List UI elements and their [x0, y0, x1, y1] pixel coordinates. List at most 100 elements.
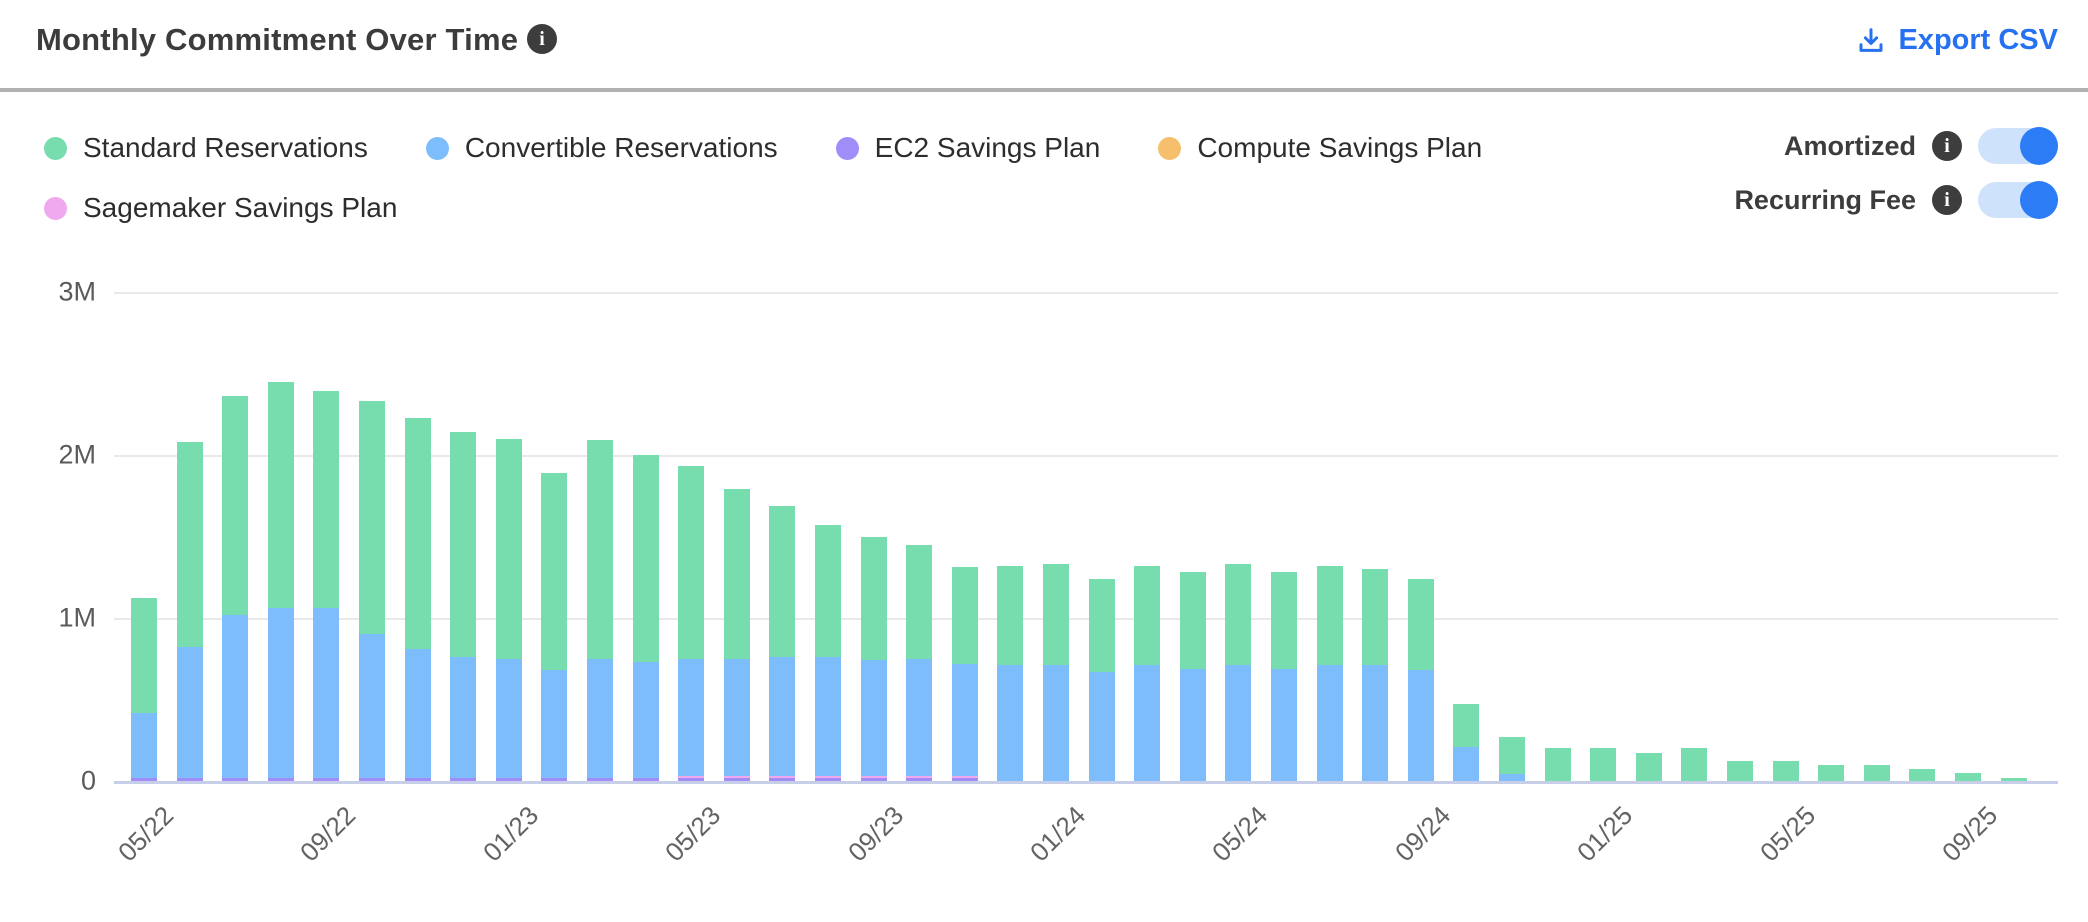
bar-segment[interactable]: [359, 401, 385, 635]
bar-segment[interactable]: [1863, 764, 1890, 781]
title-info-icon[interactable]: i: [527, 24, 557, 54]
bar-segment[interactable]: [1316, 665, 1343, 781]
bar-segment[interactable]: [769, 777, 796, 781]
bar-segment[interactable]: [906, 777, 933, 781]
bar-segment[interactable]: [222, 614, 249, 778]
bar-segment[interactable]: [906, 658, 933, 777]
bar-segment[interactable]: [1909, 768, 1936, 781]
legend-item-compute-savings-plan[interactable]: Compute Savings Plan: [1158, 128, 1482, 168]
bar-segment[interactable]: [267, 777, 294, 781]
bar-segment[interactable]: [951, 567, 978, 664]
bar-segment[interactable]: [359, 634, 385, 778]
bar-segment[interactable]: [1635, 753, 1662, 781]
legend-item-ec2-savings-plan[interactable]: EC2 Savings Plan: [835, 128, 1100, 168]
bar-segment[interactable]: [495, 777, 522, 781]
bar-segment[interactable]: [131, 598, 157, 713]
bar-segment[interactable]: [404, 417, 431, 649]
bar-segment[interactable]: [997, 565, 1024, 666]
bar-segment[interactable]: [359, 777, 385, 781]
bar-segment[interactable]: [222, 777, 249, 781]
bar-segment[interactable]: [678, 777, 705, 781]
bar-segment[interactable]: [632, 455, 659, 662]
bar-segment[interactable]: [1590, 748, 1617, 781]
bar-segment[interactable]: [587, 658, 613, 778]
bar-segment[interactable]: [723, 489, 750, 659]
bar-segment[interactable]: [1362, 569, 1389, 666]
legend-item-convertible-reservations[interactable]: Convertible Reservations: [425, 128, 778, 168]
bar-segment[interactable]: [1955, 772, 1981, 781]
bar-segment[interactable]: [450, 432, 477, 658]
bar-segment[interactable]: [815, 776, 841, 778]
bar-segment[interactable]: [951, 776, 978, 778]
bar-segment[interactable]: [404, 648, 431, 778]
bar-segment[interactable]: [1134, 565, 1161, 666]
bar-segment[interactable]: [1362, 665, 1389, 781]
bar-segment[interactable]: [450, 777, 477, 781]
bar-segment[interactable]: [1544, 748, 1571, 781]
bar-segment[interactable]: [1772, 761, 1799, 781]
bar-segment[interactable]: [1407, 578, 1434, 671]
bar-segment[interactable]: [131, 712, 157, 778]
bar-segment[interactable]: [1179, 572, 1206, 669]
bar-segment[interactable]: [769, 505, 796, 658]
bar-segment[interactable]: [1043, 665, 1069, 781]
bar-segment[interactable]: [860, 777, 887, 781]
bar-segment[interactable]: [678, 658, 705, 777]
bar-segment[interactable]: [815, 525, 841, 658]
bar-segment[interactable]: [1225, 564, 1252, 666]
bar-segment[interactable]: [1727, 761, 1753, 781]
bar-segment[interactable]: [495, 438, 522, 659]
bar-segment[interactable]: [951, 663, 978, 777]
bar-segment[interactable]: [1407, 670, 1434, 781]
bar-segment[interactable]: [313, 391, 340, 609]
bar-segment[interactable]: [1088, 578, 1115, 672]
bar-segment[interactable]: [1271, 572, 1297, 669]
bar-segment[interactable]: [541, 777, 568, 781]
bar-segment[interactable]: [1499, 736, 1525, 774]
bar-segment[interactable]: [769, 657, 796, 777]
bar-segment[interactable]: [1043, 564, 1069, 666]
bar-segment[interactable]: [632, 662, 659, 778]
bar-segment[interactable]: [951, 777, 978, 781]
bar-segment[interactable]: [2000, 777, 2027, 781]
bar-segment[interactable]: [313, 608, 340, 778]
bar-segment[interactable]: [222, 396, 249, 615]
bar-segment[interactable]: [815, 657, 841, 777]
bar-segment[interactable]: [541, 670, 568, 778]
bar-segment[interactable]: [267, 381, 294, 609]
bar-segment[interactable]: [313, 777, 340, 781]
bar-segment[interactable]: [906, 776, 933, 778]
bar-segment[interactable]: [860, 660, 887, 777]
bar-segment[interactable]: [1271, 668, 1297, 781]
bar-segment[interactable]: [176, 777, 203, 781]
info-icon[interactable]: i: [1932, 185, 1962, 215]
bar-segment[interactable]: [404, 777, 431, 781]
info-icon[interactable]: i: [1932, 131, 1962, 161]
bar-segment[interactable]: [860, 776, 887, 778]
bar-segment[interactable]: [1225, 665, 1252, 781]
bar-segment[interactable]: [1134, 665, 1161, 781]
bar-segment[interactable]: [815, 777, 841, 781]
bar-segment[interactable]: [723, 776, 750, 778]
bar-segment[interactable]: [450, 657, 477, 778]
bar-segment[interactable]: [1088, 671, 1115, 781]
bar-segment[interactable]: [1179, 668, 1206, 781]
bar-segment[interactable]: [769, 776, 796, 778]
bar-segment[interactable]: [723, 658, 750, 777]
bar-segment[interactable]: [997, 665, 1024, 781]
bar-segment[interactable]: [678, 466, 705, 659]
bar-segment[interactable]: [723, 777, 750, 781]
bar-segment[interactable]: [1453, 746, 1480, 781]
bar-segment[interactable]: [495, 658, 522, 778]
legend-item-sagemaker-savings-plan[interactable]: Sagemaker Savings Plan: [44, 188, 397, 228]
bar-segment[interactable]: [1681, 748, 1708, 781]
export-csv-button[interactable]: Export CSV: [1856, 24, 2058, 57]
bar-segment[interactable]: [1316, 565, 1343, 666]
toggle-switch[interactable]: [1978, 127, 2058, 165]
bar-segment[interactable]: [1499, 773, 1525, 781]
bar-segment[interactable]: [678, 776, 705, 778]
bar-segment[interactable]: [267, 608, 294, 778]
bar-segment[interactable]: [587, 777, 613, 781]
bar-segment[interactable]: [587, 440, 613, 659]
bar-segment[interactable]: [131, 777, 157, 781]
